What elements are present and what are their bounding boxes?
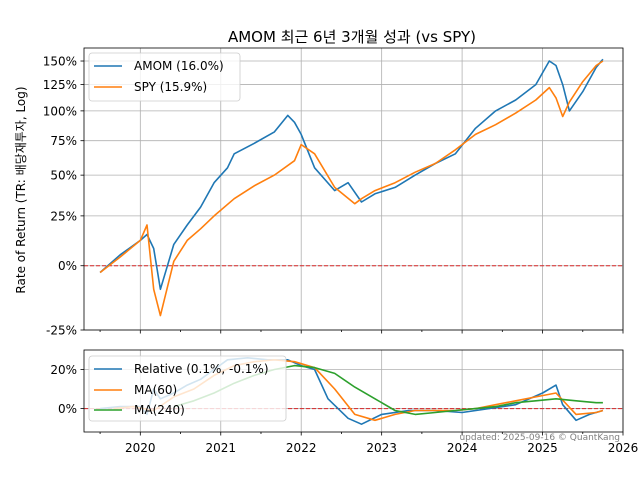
legend-relative: Relative (0.1%, -0.1%) bbox=[134, 362, 269, 376]
x-tick-label: 2023 bbox=[366, 441, 397, 455]
y-tick-label: 100% bbox=[43, 104, 77, 118]
legend-ma240: MA(240) bbox=[134, 403, 185, 417]
series-line-spy bbox=[99, 60, 604, 317]
legend-ma60: MA(60) bbox=[134, 383, 177, 397]
y-tick-label: 150% bbox=[43, 55, 77, 69]
y-tick-label: 20% bbox=[50, 363, 77, 377]
x-tick-label: 2025 bbox=[527, 441, 558, 455]
x-tick-label: 2022 bbox=[286, 441, 317, 455]
x-tick-label: 2020 bbox=[125, 441, 156, 455]
y-tick-label: 0% bbox=[58, 259, 77, 273]
y-tick-label: 0% bbox=[58, 402, 77, 416]
y-tick-label: -25% bbox=[46, 324, 77, 338]
y-tick-label: 50% bbox=[50, 169, 77, 183]
footer-credit: updated: 2025-09-16 © QuantKang bbox=[459, 433, 620, 443]
main-plot-area bbox=[80, 47, 624, 334]
legend-spy: SPY (15.9%) bbox=[134, 80, 207, 94]
x-tick-label: 2021 bbox=[205, 441, 236, 455]
x-tick-label: 2026 bbox=[608, 441, 639, 455]
relative-legend: Relative (0.1%, -0.1%) MA(60) MA(240) bbox=[88, 355, 287, 422]
x-tick-label: 2024 bbox=[447, 441, 478, 455]
legend-amom: AMOM (16.0%) bbox=[134, 59, 224, 73]
series-line-amom bbox=[99, 58, 604, 291]
chart-title: AMOM 최근 6년 3개월 성과 (vs SPY) bbox=[228, 28, 476, 46]
y-axis-label: Rate of Return (TR: 배당재투자, Log) bbox=[14, 86, 28, 293]
y-tick-label: 25% bbox=[50, 209, 77, 223]
main-legend: AMOM (16.0%) SPY (15.9%) bbox=[88, 52, 241, 102]
y-tick-label: 75% bbox=[50, 134, 77, 148]
y-tick-label: 125% bbox=[43, 78, 77, 92]
